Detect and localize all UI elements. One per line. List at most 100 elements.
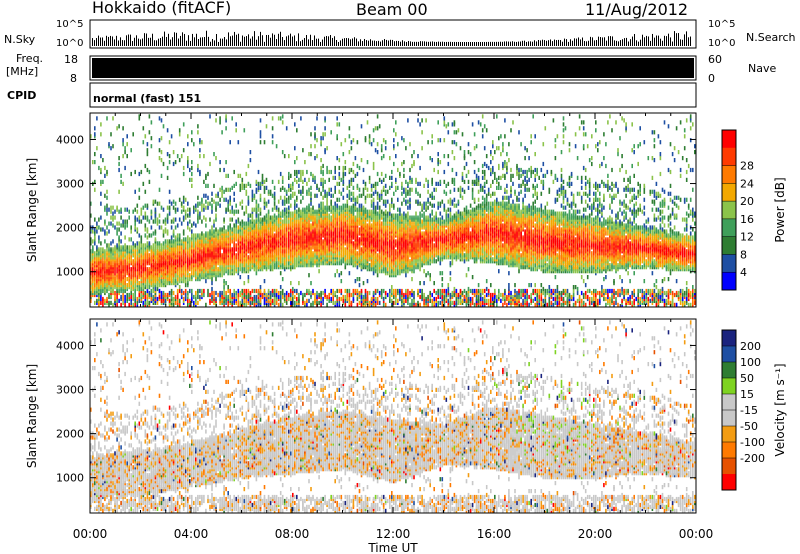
power-cell	[144, 223, 147, 228]
power-cell	[110, 241, 112, 246]
power-cell	[356, 237, 359, 242]
nsky-bar	[278, 33, 279, 46]
power-cell	[213, 152, 215, 157]
power-cell	[142, 285, 145, 290]
power-cell	[322, 132, 324, 137]
power-cell	[275, 215, 278, 220]
power-cell	[340, 271, 343, 276]
power-cell	[310, 185, 312, 190]
power-cell	[102, 179, 104, 184]
nsky-bar	[608, 36, 609, 46]
power-cell	[348, 296, 351, 302]
power-cell	[92, 269, 94, 274]
power-cell	[350, 215, 353, 220]
power-cell	[338, 227, 341, 232]
power-cell	[225, 197, 227, 202]
nsky-bar	[250, 38, 251, 46]
power-cell	[211, 191, 213, 196]
nsky-bar	[434, 41, 435, 46]
power-cell	[277, 213, 280, 218]
nsky-bar	[528, 41, 529, 46]
power-cell	[298, 177, 300, 182]
nsky-bar	[576, 38, 577, 46]
power-cell	[118, 167, 120, 173]
power-cell	[160, 279, 163, 284]
power-cell	[298, 292, 300, 298]
power-cell	[300, 116, 302, 121]
power-cell	[106, 207, 108, 212]
power-cell	[312, 300, 314, 305]
power-cell	[352, 169, 355, 175]
power-cell	[288, 237, 290, 242]
power-cell	[324, 189, 326, 194]
power-cell	[100, 300, 102, 305]
power-cell	[298, 189, 300, 194]
power-cell	[308, 152, 310, 157]
power-cell	[247, 237, 250, 242]
power-cell	[142, 243, 145, 248]
power-cell	[306, 189, 308, 194]
nsky-bar	[308, 39, 309, 46]
power-cell	[158, 156, 161, 161]
power-cell	[158, 213, 161, 218]
power-cell	[182, 277, 185, 282]
power-cell	[346, 193, 349, 198]
power-cell	[324, 193, 326, 198]
nsky-bar	[604, 37, 605, 46]
nsky-bar	[416, 41, 417, 46]
power-cell	[350, 140, 353, 145]
power-cell	[144, 163, 147, 169]
cpid-label: CPID	[7, 89, 36, 102]
power-cell	[235, 219, 237, 224]
power-cell	[211, 281, 213, 286]
nsky-bar	[606, 40, 607, 46]
power-cell	[344, 217, 347, 222]
nsky-bar	[324, 36, 325, 46]
power-cell	[162, 124, 165, 129]
power-cell	[174, 294, 177, 300]
power-cell	[360, 158, 363, 163]
power-cell	[227, 285, 229, 290]
power-cell	[191, 257, 193, 262]
power-cell	[166, 213, 169, 218]
power-cell	[281, 277, 284, 282]
power-cell	[279, 290, 282, 296]
power-cell	[243, 128, 246, 133]
power-cell	[306, 169, 308, 175]
power-cell	[227, 257, 229, 262]
power-cell	[251, 223, 254, 228]
power-cell	[352, 203, 355, 208]
power-cell	[306, 288, 308, 294]
nsky-bar	[540, 40, 541, 46]
power-cell	[150, 215, 153, 220]
power-cell	[318, 253, 320, 258]
power-cell	[292, 296, 294, 302]
power-cell	[290, 281, 292, 286]
power-cell	[112, 275, 114, 280]
power-cell	[122, 300, 124, 305]
power-cell	[140, 243, 143, 248]
power-cell	[112, 239, 114, 244]
power-cell	[265, 124, 268, 129]
power-cell	[150, 136, 153, 141]
power-cell	[130, 249, 132, 254]
power-cell	[259, 225, 262, 230]
nsky-bar	[442, 41, 443, 46]
power-cell	[235, 223, 237, 228]
power-cell	[310, 223, 312, 228]
power-cell	[100, 201, 102, 206]
nsky-bar	[296, 41, 297, 46]
power-cell	[348, 205, 351, 210]
nsky-bar	[156, 40, 157, 46]
power-cell	[106, 243, 108, 248]
power-cell	[328, 292, 330, 298]
power-cell	[243, 292, 246, 298]
power-cell	[132, 273, 134, 278]
power-cell	[199, 154, 201, 159]
power-cell	[187, 160, 189, 165]
power-cell	[300, 199, 302, 204]
power-cell	[122, 126, 124, 131]
power-cell	[148, 219, 151, 224]
power-cell	[314, 209, 316, 214]
power-cell	[219, 296, 221, 302]
